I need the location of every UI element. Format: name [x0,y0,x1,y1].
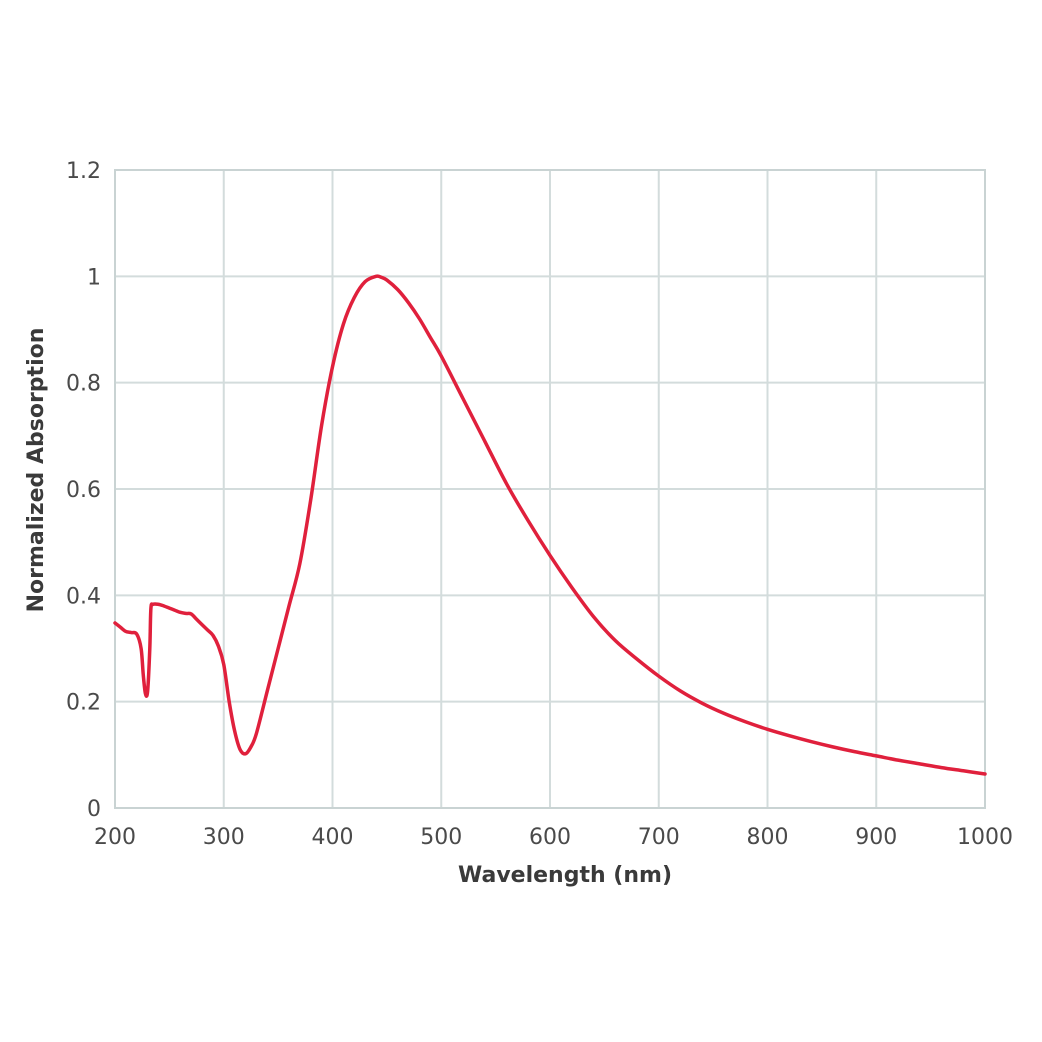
x-tick-label: 700 [638,825,680,850]
y-tick-label: 0.4 [66,584,101,609]
y-tick-label: 0 [87,797,101,822]
x-tick-label: 1000 [957,825,1013,850]
y-axis-title: Normalized Absorption [24,328,49,613]
absorption-series-line [113,274,987,776]
y-tick-label: 1.2 [66,159,101,184]
x-tick-label: 300 [203,825,245,850]
y-tick-label: 0.2 [66,691,101,716]
y-tick-label: 1 [87,265,101,290]
x-axis-title: Wavelength (nm) [458,863,672,888]
x-tick-label: 600 [529,825,571,850]
series-layer [113,274,987,776]
plot-frame [114,169,986,809]
x-tick-label: 500 [420,825,462,850]
y-tick-labels: 0 0.2 0.4 0.6 0.8 1 1.2 [66,159,101,822]
x-tick-label: 800 [747,825,789,850]
y-tick-label: 0.6 [66,478,101,503]
x-tick-labels: 200 300 400 500 600 700 800 900 1000 [94,825,1013,850]
x-tick-label: 900 [855,825,897,850]
x-tick-label: 200 [94,825,136,850]
x-tick-label: 400 [312,825,354,850]
y-tick-label: 0.8 [66,372,101,397]
